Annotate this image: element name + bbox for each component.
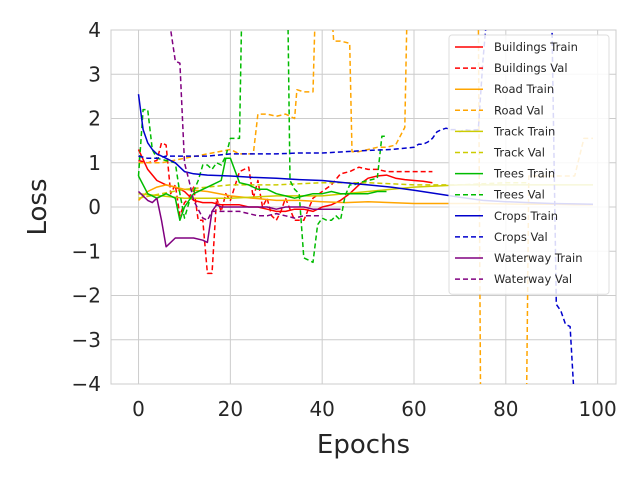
y-tick-label: −4 (72, 372, 101, 396)
x-tick-label: 40 (309, 397, 334, 421)
y-tick-label: 2 (88, 107, 101, 131)
x-axis-label: Epochs (317, 430, 410, 460)
x-tick-label: 0 (132, 397, 145, 421)
legend-label: Crops Val (494, 230, 548, 244)
legend-label: Track Train (493, 124, 555, 138)
legend-label: Trees Train (493, 167, 555, 181)
y-tick-label: −1 (72, 239, 101, 263)
legend-label: Waterway Val (494, 272, 572, 286)
legend-box (448, 34, 610, 295)
x-tick-label: 20 (218, 397, 243, 421)
legend-label: Buildings Val (494, 61, 568, 75)
legend-label: Track Val (493, 146, 545, 160)
series-waterway-val-line (169, 30, 323, 222)
legend-label: Road Val (494, 103, 544, 117)
series-trees-train-line (137, 157, 387, 222)
y-axis-label: Loss (23, 178, 53, 235)
y-tick-label: −2 (72, 284, 101, 308)
plot-area (110, 29, 617, 385)
y-tick-label: 0 (88, 195, 101, 219)
x-tick-label: 100 (579, 397, 617, 421)
legend-label: Buildings Train (494, 40, 578, 54)
legend-label: Waterway Train (494, 251, 583, 265)
legend-label: Road Train (494, 82, 554, 96)
x-tick-label: 60 (401, 397, 426, 421)
series-buildings-val-line (138, 142, 433, 275)
series-waterway-train-line (137, 190, 341, 248)
x-tick-label: 80 (493, 397, 518, 421)
y-tick-label: 4 (88, 18, 101, 42)
series-buildings-train-line (137, 149, 433, 213)
legend-label: Trees Val (493, 188, 545, 202)
y-tick-label: 1 (88, 151, 101, 175)
y-tick-label: 3 (88, 62, 101, 86)
legend-label: Crops Train (494, 209, 558, 223)
y-tick-label: −3 (72, 328, 101, 352)
legend: Buildings Train Buildings Val Road Train Ro… (448, 34, 610, 295)
series-road-val-line (138, 30, 593, 384)
tick-labels: 0 20 40 60 80 100 −4 −3 −2 −1 0 1 2 3 4 (72, 18, 617, 421)
